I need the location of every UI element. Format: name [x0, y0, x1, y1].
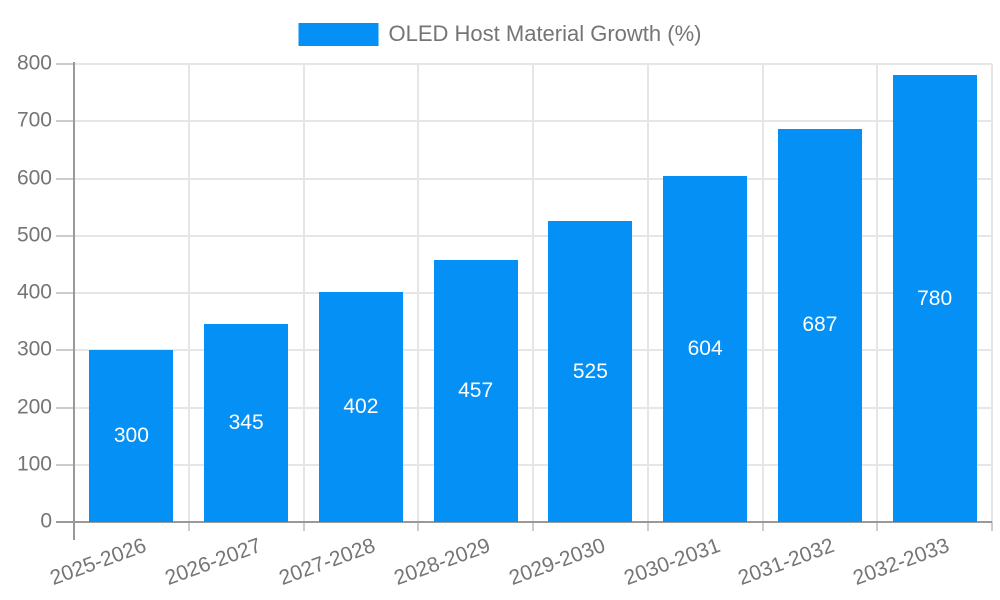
y-axis-tick-label: 300 [16, 337, 52, 361]
y-axis-tick-label: 700 [16, 108, 52, 132]
y-axis-line [73, 62, 75, 540]
y-axis-tick [56, 177, 74, 180]
x-axis-tick [302, 522, 305, 531]
bar-value-label: 402 [343, 394, 379, 418]
x-axis-category-label: 2031-2032 [735, 534, 838, 590]
x-gridline [302, 64, 305, 522]
y-axis-tick [56, 406, 74, 409]
bar-value-label: 457 [458, 379, 494, 403]
bar[interactable] [433, 260, 518, 522]
x-axis-category-label: 2030-2031 [620, 534, 723, 590]
legend-swatch[interactable] [298, 22, 379, 46]
x-gridline [876, 64, 879, 522]
bar[interactable] [548, 221, 633, 522]
x-axis-tick [761, 522, 764, 531]
x-axis-category-label: 2027-2028 [276, 534, 379, 590]
bar[interactable] [892, 75, 977, 522]
x-axis-tick [187, 522, 190, 531]
y-axis-tick [56, 349, 74, 352]
y-axis-tick [56, 463, 74, 466]
bar[interactable] [318, 291, 403, 522]
x-gridline [761, 64, 764, 522]
x-axis-category-label: 2026-2027 [161, 534, 264, 590]
x-axis-category-label: 2029-2030 [505, 534, 609, 590]
bar[interactable] [777, 128, 862, 522]
y-axis-tick-label: 600 [16, 166, 52, 190]
y-axis-tick-label: 0 [40, 509, 52, 533]
x-axis-tick [876, 522, 879, 531]
y-axis-tick-label: 100 [16, 452, 52, 476]
y-axis-tick [56, 234, 74, 237]
bar-value-label: 604 [687, 337, 723, 361]
y-axis-tick-label: 800 [16, 51, 52, 75]
x-gridline [417, 64, 420, 522]
y-axis-tick [56, 120, 74, 123]
y-axis-tick [56, 63, 74, 65]
x-gridline [187, 64, 190, 522]
x-axis-tick [532, 522, 534, 531]
bar-value-label: 345 [228, 411, 264, 435]
bar-value-label: 780 [917, 286, 953, 310]
x-gridline [532, 64, 534, 522]
y-axis-tick-label: 400 [16, 280, 52, 304]
bar[interactable] [663, 176, 748, 522]
bar[interactable] [89, 350, 174, 522]
bar-value-label: 300 [113, 424, 149, 448]
bar[interactable] [204, 324, 289, 522]
x-axis-category-label: 2032-2033 [850, 534, 953, 590]
bar-value-label: 525 [572, 359, 608, 383]
x-axis-tick [417, 522, 420, 531]
x-gridline [646, 64, 649, 522]
y-axis-tick-label: 500 [16, 223, 52, 247]
bar-value-label: 687 [802, 313, 838, 337]
x-axis-tick [991, 522, 993, 531]
x-axis-category-label: 2025-2026 [46, 534, 150, 590]
legend[interactable]: OLED Host Material Growth (%) [298, 21, 702, 47]
y-axis-tick [56, 292, 74, 294]
x-axis-category-label: 2028-2029 [391, 534, 494, 590]
y-axis-tick-label: 200 [16, 395, 52, 419]
x-axis-tick [646, 522, 649, 531]
legend-label[interactable]: OLED Host Material Growth (%) [388, 21, 702, 46]
x-axis-line [56, 521, 992, 523]
x-gridline [991, 64, 993, 522]
